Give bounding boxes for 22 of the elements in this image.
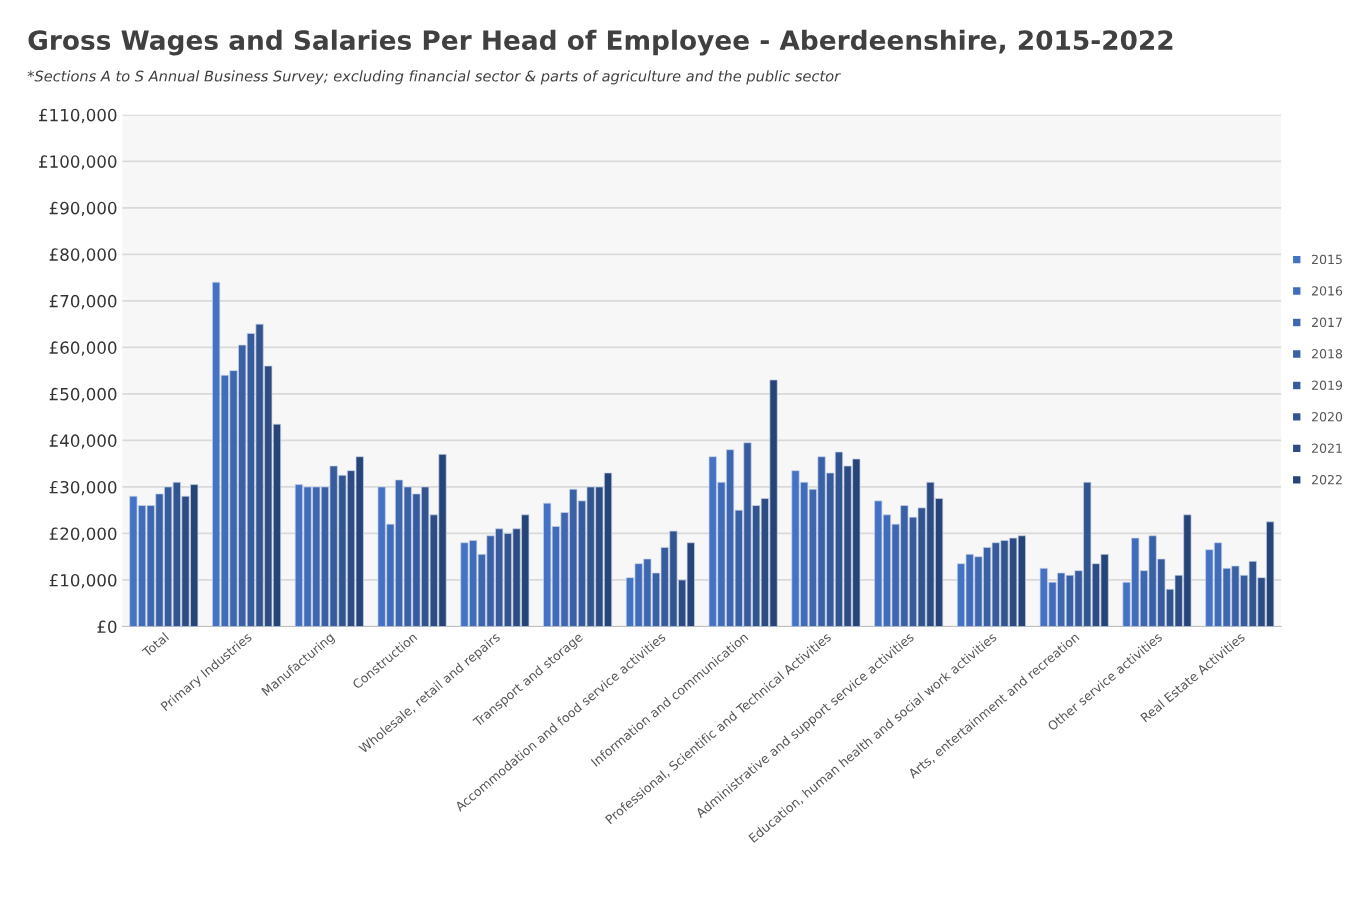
y-tick-label: £40,000 [49, 434, 117, 449]
legend-label: 2015 [1312, 254, 1342, 265]
y-tick-label: £100,000 [39, 155, 117, 170]
y-tick-label: £60,000 [49, 341, 117, 356]
y-tick-label: £80,000 [49, 248, 117, 263]
legend-label: 2018 [1312, 349, 1343, 359]
y-tick-label: £10,000 [49, 573, 117, 589]
legend-label: 2022 [1312, 474, 1342, 485]
y-tick-label: £0 [97, 620, 117, 634]
legend-label: 2021 [1312, 443, 1342, 453]
legend-label: 2019 [1312, 380, 1343, 390]
y-tick-label: £90,000 [49, 201, 117, 217]
y-tick-label: £30,000 [49, 480, 117, 496]
y-tick-label: £50,000 [49, 387, 117, 403]
y-tick-label: £20,000 [49, 527, 117, 542]
legend-label: 2016 [1312, 286, 1343, 296]
legend-label: 2017 [1312, 317, 1342, 328]
legend-label: 2020 [1312, 412, 1343, 422]
chart-subtitle: *Sections A to S Annual Business Survey; excluding financial sector & parts of agriculture and the public sector [27, 70, 841, 85]
y-tick-label: £110,000 [39, 108, 117, 124]
y-tick-label: £70,000 [49, 294, 117, 310]
chart-title: Gross Wages and Salaries Per Head of Employee - Aberdeenshire, 2015-2022 [28, 29, 1173, 56]
